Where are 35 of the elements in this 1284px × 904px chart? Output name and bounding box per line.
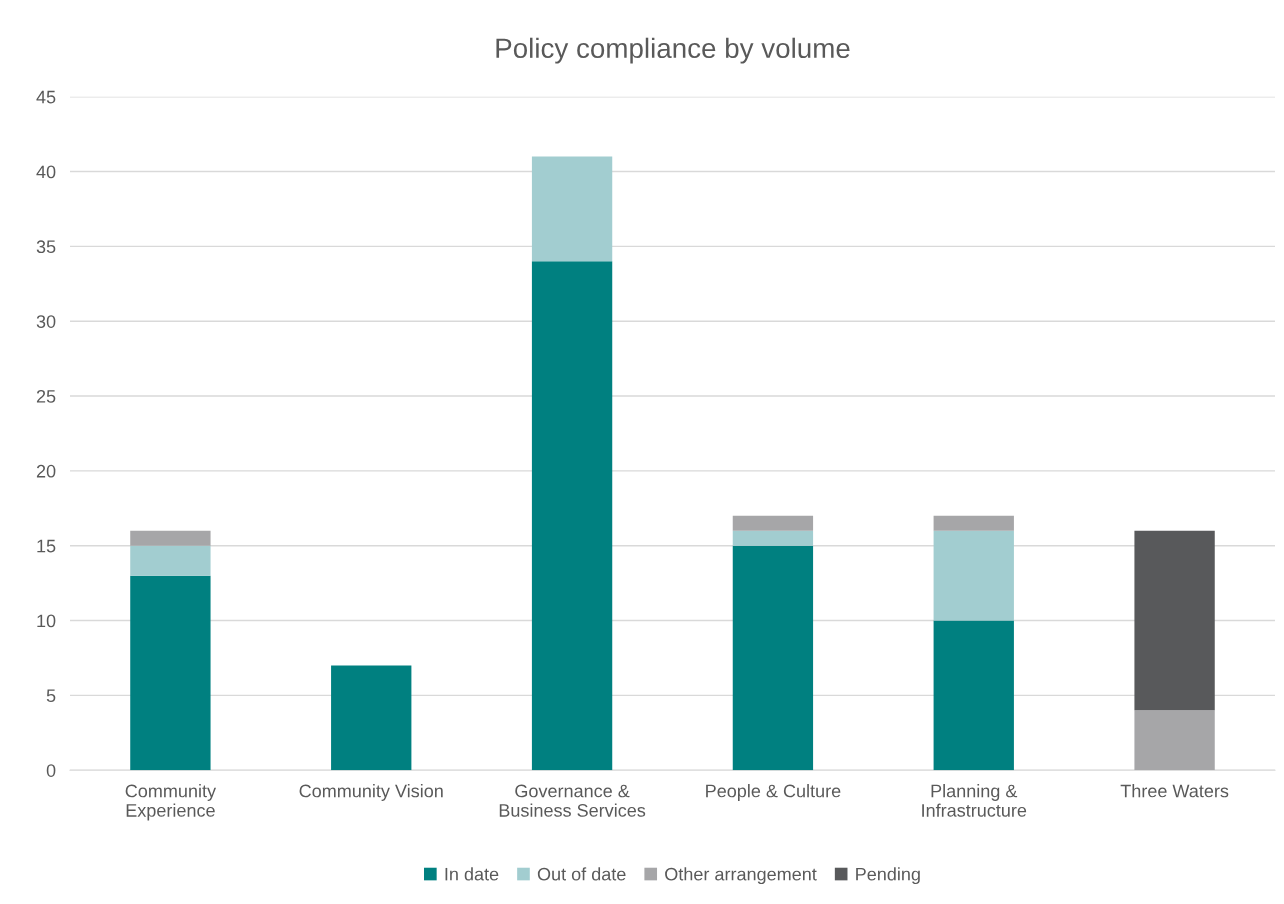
bar [130, 530, 211, 546]
bar [732, 530, 814, 546]
bar [1134, 710, 1215, 771]
y-tick-label: 10 [37, 614, 56, 628]
bar [531, 156, 613, 262]
bar [933, 620, 1014, 771]
x-tick-label: People & Culture [706, 784, 841, 801]
bar [933, 530, 1014, 621]
bar [331, 665, 412, 771]
y-tick-label: 40 [36, 165, 56, 179]
y-tick-label: 20 [36, 464, 56, 478]
legend-label: Pending [856, 867, 920, 885]
y-tick-label: 30 [36, 315, 56, 328]
legend-label: In date [445, 867, 499, 881]
legend-label: Out of date [537, 867, 626, 881]
bar [130, 545, 211, 576]
x-tick-label: Governance & Business Services [499, 784, 646, 817]
bar [732, 515, 814, 531]
legend-label: Other arrangement [665, 867, 817, 885]
bar [732, 545, 814, 771]
bar [130, 575, 211, 771]
y-tick-label: 25 [36, 389, 56, 403]
x-tick-label: Community Experience [125, 784, 217, 821]
x-tick-label: Three Waters [1120, 784, 1229, 798]
y-tick-label: 15 [37, 539, 56, 553]
chart-title: Policy compliance by volume [496, 37, 850, 64]
bar [933, 515, 1014, 531]
bar [531, 261, 613, 771]
y-tick-label: 35 [36, 240, 56, 254]
bar [1134, 530, 1215, 711]
y-tick-label: 0 [46, 764, 56, 777]
x-tick-label: Community Vision [299, 784, 443, 801]
y-tick-label: 5 [46, 689, 56, 703]
x-tick-label: Planning & Infrastructure [922, 784, 1027, 817]
y-tick-label: 45 [36, 90, 56, 104]
